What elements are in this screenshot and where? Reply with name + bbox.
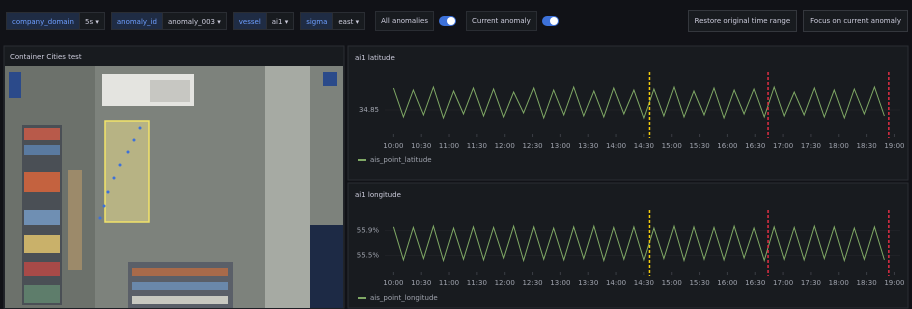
x-tick-label: 16:00 [717,279,737,287]
x-tick-label: 18:00 [829,142,849,150]
map-container [132,282,228,290]
x-tick-label: 13:30 [578,279,598,287]
x-tick-label: 12:30 [522,279,542,287]
x-tick-label: 13:00 [550,279,570,287]
x-tick-label: 10:00 [383,142,403,150]
x-tick-label: 18:30 [857,279,877,287]
x-tick-label: 17:00 [773,142,793,150]
map-highlight [105,121,149,222]
map-container [24,262,60,276]
x-tick-label: 17:00 [773,279,793,287]
x-tick-label: 11:00 [439,279,459,287]
x-tick-label: 11:00 [439,142,459,150]
x-tick-label: 16:30 [745,279,765,287]
x-tick-label: 11:30 [467,142,487,150]
x-tick-label: 19:00 [884,142,904,150]
x-tick-label: 13:00 [550,142,570,150]
x-tick-label: 12:30 [522,142,542,150]
x-tick-label: 15:00 [662,142,682,150]
x-tick-label: 12:00 [495,279,515,287]
x-tick-label: 17:30 [801,279,821,287]
map-container [24,172,60,192]
x-tick-label: 15:00 [662,279,682,287]
y-tick-label: 55.9% [357,227,380,235]
legend-label: ais_point_latitude [370,156,432,164]
panel-title: ai1 latitude [355,54,395,62]
x-tick-label: 13:30 [578,142,598,150]
map-containers [68,170,82,270]
x-tick-label: 11:30 [467,279,487,287]
map-controls[interactable] [323,72,337,86]
x-tick-label: 10:30 [411,279,431,287]
panel-title: ai1 longitude [355,191,401,199]
chart-panel [348,46,908,180]
x-tick-label: 14:30 [634,279,654,287]
map-container [24,285,60,303]
x-tick-label: 14:00 [606,279,626,287]
dashboard: Container Cities test ai1 latitude 34.85 1… [0,0,912,309]
legend-label: ais_point_longitude [370,294,438,302]
map-container [24,235,60,253]
map-container [132,268,228,276]
x-tick-label: 14:30 [634,142,654,150]
x-tick-label: 16:00 [717,142,737,150]
map-building [150,80,190,102]
x-tick-label: 17:30 [801,142,821,150]
x-tick-label: 15:30 [689,142,709,150]
y-tick-label: 55.5% [357,252,380,260]
map-water [310,225,343,308]
x-tick-label: 10:00 [383,279,403,287]
map-container [132,296,228,304]
map-container [24,128,60,140]
panel-title: Container Cities test [10,53,82,61]
map-container [24,145,60,155]
page: company_domain5s anomaly_idanomaly_003 v… [0,0,912,309]
x-tick-label: 10:30 [411,142,431,150]
y-tick-label: 34.85 [359,106,379,114]
x-tick-label: 18:00 [829,279,849,287]
x-tick-label: 14:00 [606,142,626,150]
map-road [265,66,310,308]
map-controls[interactable] [9,72,21,98]
x-tick-label: 15:30 [689,279,709,287]
x-tick-label: 12:00 [495,142,515,150]
map-container [24,210,60,225]
map[interactable] [5,66,343,308]
x-tick-label: 16:30 [745,142,765,150]
x-tick-label: 18:30 [857,142,877,150]
x-tick-label: 19:00 [884,279,904,287]
